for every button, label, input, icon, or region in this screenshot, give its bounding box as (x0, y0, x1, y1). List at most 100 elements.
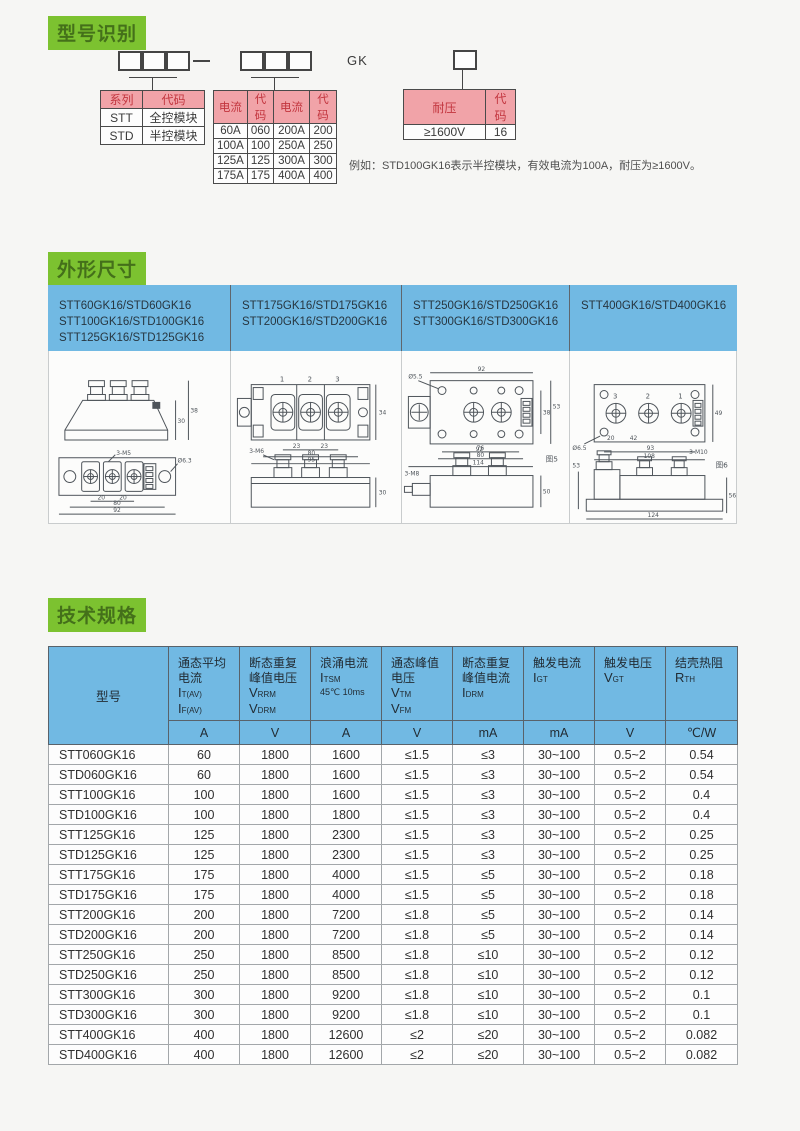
table-row: STD100GK16 100 1800 1800 ≤1.5 ≤3 30~100 0.5~2 0.… (48, 804, 738, 825)
spec-column-header: 通态峰值 电压 VTM VFM (381, 646, 453, 721)
cell: 2300 (310, 844, 382, 865)
table-row: STD200GK16 200 1800 7200 ≤1.8 ≤5 30~100 0.5~2 0.… (48, 924, 738, 945)
cell: 0.25 (665, 844, 738, 865)
svg-text:1: 1 (678, 392, 682, 400)
table-row: STT060GK16 60 1800 1600 ≤1.5 ≤3 30~100 0.5~2 0.5… (48, 744, 738, 765)
table-row: STT200GK16 200 1800 7200 ≤1.8 ≤5 30~100 0.5~2 0.… (48, 904, 738, 925)
section-title-model-id: 型号识别 (48, 16, 147, 50)
column-header: 系列 (100, 90, 143, 109)
table-row: 175A 175 400A 400 (213, 168, 338, 184)
svg-text:53: 53 (553, 403, 561, 410)
connector-line (462, 70, 463, 89)
cell: ≤1.8 (381, 904, 453, 925)
cell: 半控模块 (142, 126, 205, 145)
cell: ≤5 (452, 864, 524, 885)
cell: 1800 (239, 1024, 311, 1045)
cell: 1800 (239, 784, 311, 805)
cell: 0.5~2 (594, 1024, 666, 1045)
spec-column-name: 触发电压 (604, 656, 653, 670)
svg-text:3: 3 (335, 376, 339, 384)
table-head: 电流 代码 电流 代码 (213, 90, 338, 124)
cell: 300 (168, 1004, 240, 1025)
column-header: 代码 (246, 90, 275, 124)
current-code-table: 电流 代码 电流 代码 60A 060 200A 200 100A 100 250A 250 125A 1… (213, 90, 338, 184)
cell: 0.082 (665, 1024, 738, 1045)
column-header: 电流 (273, 90, 311, 124)
cell: ≤1.8 (381, 944, 453, 965)
svg-text:93: 93 (647, 445, 655, 452)
cell: 0.5~2 (594, 744, 666, 765)
outline-drawing-cell: 1 2 3 23 23 80 95 34 (231, 351, 402, 524)
cell: ≤1.8 (381, 1004, 453, 1025)
svg-text:42: 42 (630, 435, 638, 442)
svg-text:3-M5: 3-M5 (116, 450, 131, 457)
cell: 30~100 (523, 1044, 595, 1065)
cell: 1800 (239, 864, 311, 885)
cell: 1800 (239, 944, 311, 965)
cell: 30~100 (523, 744, 595, 765)
cell: STD060GK16 (48, 764, 169, 785)
model-group: STT300GK16/STD300GK16 (413, 316, 559, 328)
cell: 全控模块 (142, 108, 205, 127)
cell: 0.5~2 (594, 1044, 666, 1065)
svg-text:图6: 图6 (716, 461, 728, 470)
table-row: STD125GK16 125 1800 2300 ≤1.5 ≤3 30~100 0.5~2 0.… (48, 844, 738, 865)
model-group: STT400GK16/STD400GK16 (581, 300, 727, 312)
cell: 30~100 (523, 824, 595, 845)
model-group: STT125GK16/STD125GK16 (59, 332, 205, 344)
cell: 100 (246, 138, 275, 154)
cell: ≤5 (452, 884, 524, 905)
cell: 1800 (239, 1044, 311, 1065)
model-group: STT200GK16/STD200GK16 (242, 316, 388, 328)
model-group-list: STT175GK16/STD175GK16 STT200GK16/STD200GK… (242, 298, 397, 330)
table-body: STT060GK16 60 1800 1600 ≤1.5 ≤3 30~100 0.5~2 0.5… (48, 744, 738, 1065)
unit-cell: V (239, 720, 311, 745)
cell: ≤2 (381, 1024, 453, 1045)
cell: 8500 (310, 964, 382, 985)
svg-text:80: 80 (477, 452, 485, 459)
cell: STT250GK16 (48, 944, 169, 965)
cell: 30~100 (523, 904, 595, 925)
spec-column-header: 结壳热阻 RTH (665, 646, 738, 721)
spec-column-name: 结壳热阻 (675, 656, 724, 670)
cell: 1800 (239, 804, 311, 825)
cell: 0.5~2 (594, 884, 666, 905)
header-row: 电流 代码 电流 代码 (213, 90, 338, 124)
table-row: STD 半控模块 (100, 126, 205, 145)
table-row: 125A 125 300A 300 (213, 153, 338, 169)
cell: ≤3 (452, 804, 524, 825)
cell: ≤10 (452, 964, 524, 985)
connector-line (251, 77, 299, 78)
model-group-list: STT250GK16/STD250GK16 STT300GK16/STD300GK… (413, 298, 565, 330)
outline-column: STT60GK16/STD60GK16 STT100GK16/STD100GK16… (48, 285, 231, 524)
model-group-list: STT400GK16/STD400GK16 (581, 298, 733, 314)
svg-text:3-M6: 3-M6 (249, 448, 264, 455)
cell: 60 (168, 764, 240, 785)
cell: 12600 (310, 1024, 382, 1045)
column-header: 代码 (485, 89, 516, 125)
outline-column-header: STT175GK16/STD175GK16 STT200GK16/STD200GK… (231, 285, 402, 351)
cell: 0.12 (665, 944, 738, 965)
outline-drawing-1: 30 38 3-M5 Ø6.3 20 20 80 92 (58, 380, 198, 515)
model-group: STT60GK16/STD60GK16 (59, 300, 192, 312)
table-body: STT 全控模块 STD 半控模块 (100, 108, 205, 145)
cell: 4000 (310, 864, 382, 885)
cell: ≤1.5 (381, 864, 453, 885)
table-head: 耐压 代码 (403, 89, 516, 125)
spec-column-name: 断态重复 峰值电压 (249, 656, 298, 685)
cell: 30~100 (523, 784, 595, 805)
spec-column-header: 触发电压 VGT (594, 646, 666, 721)
table-head: 型号 通态平均 电流 IT(AV) IF(AV) 断态重复 峰值电压 VRRM VDRM 浪涌… (48, 646, 738, 745)
cell: 250 (168, 964, 240, 985)
cell: 0.5~2 (594, 784, 666, 805)
model-group: STT100GK16/STD100GK16 (59, 316, 205, 328)
cell: 200 (309, 123, 338, 139)
svg-text:20: 20 (119, 494, 127, 501)
cell: 1800 (239, 744, 311, 765)
spec-symbol: VRRM (249, 685, 276, 700)
table-row: ≥1600V 16 (403, 124, 516, 140)
spec-column-name: 通态峰值 电压 (391, 656, 440, 685)
table-row: 100A 100 250A 250 (213, 138, 338, 154)
cell: 30~100 (523, 884, 595, 905)
cell: 1800 (239, 764, 311, 785)
